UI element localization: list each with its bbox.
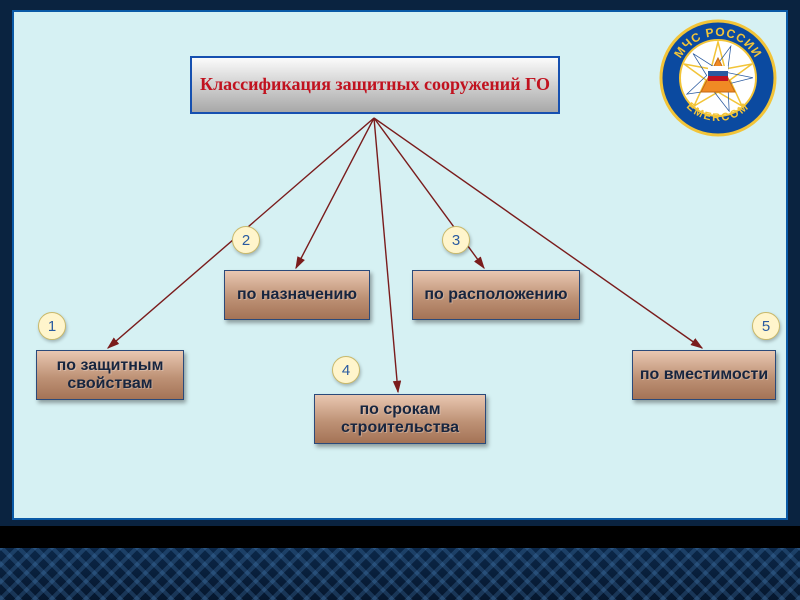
slide-stage: Классификация защитных сооружений ГО по … [0, 0, 800, 600]
diagram-title-text: Классификация защитных сооружений ГО [200, 74, 550, 96]
category-box-3: по расположению [412, 270, 580, 320]
category-box-4: по срокам строительства [314, 394, 486, 444]
category-number-badge-4: 4 [332, 356, 360, 384]
category-label: по вместимости [640, 366, 768, 384]
emercom-emblem: МЧС РОССИИ EMERCOM [658, 18, 778, 138]
category-number-badge-1: 1 [38, 312, 66, 340]
category-box-2: по назначению [224, 270, 370, 320]
category-number-badge-3: 3 [442, 226, 470, 254]
bottom-pattern [0, 548, 800, 600]
category-number-badge-2: 2 [232, 226, 260, 254]
category-box-5: по вместимости [632, 350, 776, 400]
category-label: по расположению [424, 286, 567, 304]
category-label: по назначению [237, 286, 357, 304]
category-label: по защитным свойствам [43, 357, 177, 394]
black-strip [0, 526, 800, 548]
category-label: по срокам строительства [321, 401, 479, 438]
diagram-title: Классификация защитных сооружений ГО [190, 56, 560, 114]
content-panel: Классификация защитных сооружений ГО по … [12, 10, 788, 520]
category-number-badge-5: 5 [752, 312, 780, 340]
category-box-1: по защитным свойствам [36, 350, 184, 400]
